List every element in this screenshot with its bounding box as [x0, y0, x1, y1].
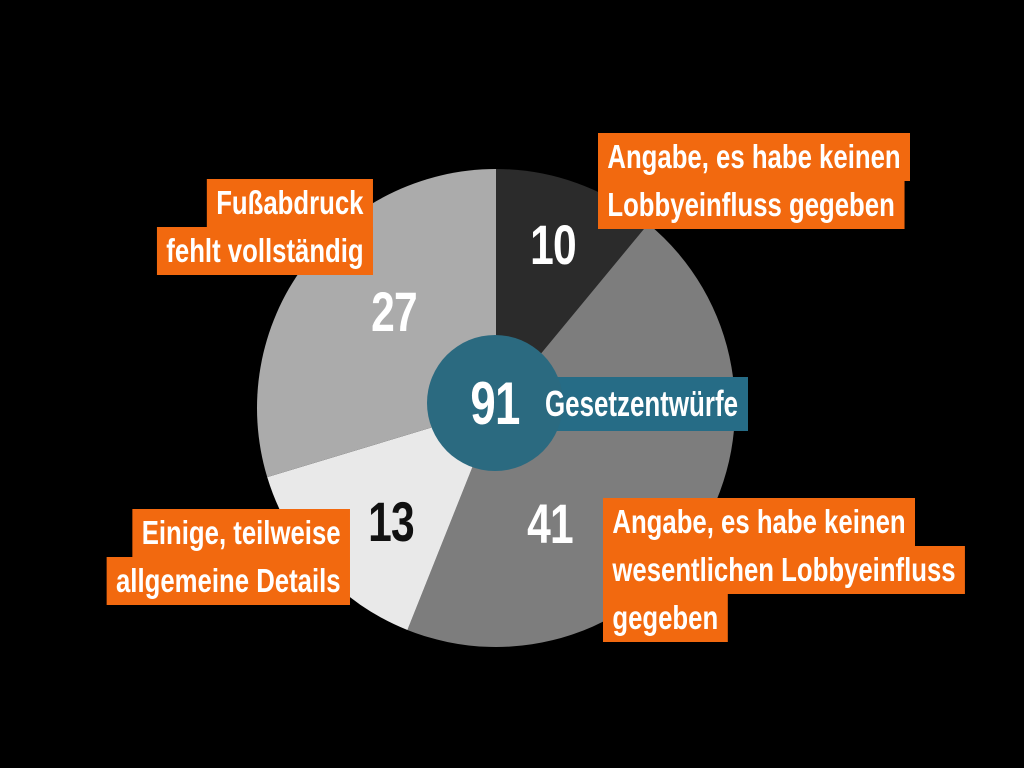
- pie-slice-2: [267, 408, 496, 630]
- annotation-line: allgemeine Details: [106, 557, 350, 605]
- annotation-line: gegeben: [603, 594, 728, 642]
- center-circle: [427, 335, 563, 471]
- slice-value-label: 10: [530, 213, 577, 276]
- annotation-line: Angabe, es habe keinen: [598, 133, 910, 181]
- annotation-no-lobby-influence: Angabe, es habe keinen Lobbyeinfluss geg…: [598, 133, 998, 229]
- annotation-no-substantial-lobby-influence: Angabe, es habe keinen wesentlichen Lobb…: [603, 498, 1024, 642]
- center-total-label: Gesetzentwürfe: [545, 377, 813, 431]
- slice-value-label: 41: [527, 492, 574, 555]
- annotation-line: Einige, teilweise: [132, 509, 350, 557]
- annotation-line: Lobbyeinfluss gegeben: [598, 181, 905, 229]
- annotation-line: wesentlichen Lobbyeinfluss: [603, 546, 965, 594]
- annotation-footprint-missing: Fußabdruck fehlt vollständig: [96, 179, 373, 275]
- center-total-label-text: Gesetzentwürfe: [545, 383, 739, 424]
- annotation-line: Fußabdruck: [206, 179, 373, 227]
- annotation-line: Angabe, es habe keinen: [603, 498, 915, 546]
- slice-value-label: 13: [368, 490, 415, 553]
- annotation-line: fehlt vollständig: [156, 227, 373, 275]
- center-total-value: 91: [470, 370, 520, 437]
- slice-value-label: 27: [371, 280, 418, 343]
- annotation-some-general-details: Einige, teilweise allgemeine Details: [38, 509, 350, 605]
